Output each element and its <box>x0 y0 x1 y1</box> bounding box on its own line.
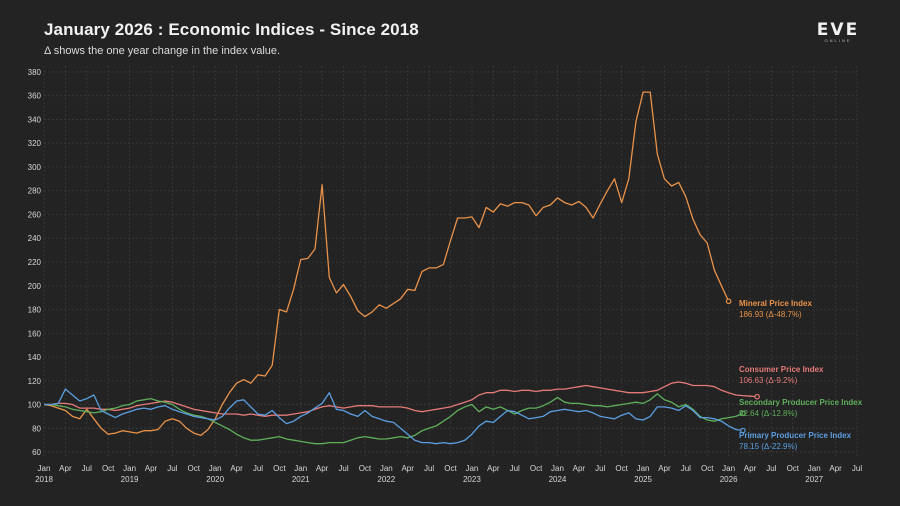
x-tick-label: Oct <box>787 464 800 473</box>
x-tick-label: Jul <box>424 464 434 473</box>
x-axis: Jan 2018 Apr Jul Oct Jan 2019 Apr Jul Oct Jan 2020 A… <box>35 464 862 484</box>
x-tick-label: Jul <box>595 464 605 473</box>
y-tick-label: 280 <box>28 187 42 196</box>
x-tick-year: 2019 <box>121 475 139 484</box>
x-tick-label: Oct <box>102 464 115 473</box>
x-tick-label: Jan <box>209 464 222 473</box>
series-line <box>44 393 744 445</box>
x-tick-label: Apr <box>573 464 586 473</box>
y-tick-label: 220 <box>28 258 42 267</box>
series-name-label: Secondary Producer Price Index <box>739 398 863 407</box>
x-tick-label: Oct <box>615 464 628 473</box>
x-tick-label: Jul <box>681 464 691 473</box>
x-tick-year: 2026 <box>720 475 738 484</box>
x-tick-year: 2024 <box>549 475 567 484</box>
x-tick-label: Jan <box>722 464 735 473</box>
x-tick-label: Oct <box>188 464 201 473</box>
x-tick-label: Jan <box>380 464 393 473</box>
series-lines <box>43 91 760 445</box>
x-tick-label: Jul <box>766 464 776 473</box>
x-tick-label: Apr <box>487 464 500 473</box>
x-tick-label: Apr <box>230 464 243 473</box>
y-tick-label: 100 <box>28 401 42 410</box>
series-labels: Mineral Price Index 186.93 (Δ-48.7%) Consu… <box>739 299 863 451</box>
series-name-label: Consumer Price Index <box>739 365 824 374</box>
x-tick-label: Jul <box>852 464 862 473</box>
y-axis: 60 80 100 120 140 160 180 200 220 240 260 280 300 320… <box>28 68 42 457</box>
x-tick-year: 2025 <box>634 475 652 484</box>
series-value-label: 106.63 (Δ-9.2%) <box>739 376 798 385</box>
x-tick-label: Apr <box>829 464 842 473</box>
x-tick-label: Oct <box>273 464 286 473</box>
x-tick-label: Jan <box>551 464 564 473</box>
y-tick-label: 140 <box>28 353 42 362</box>
y-tick-label: 60 <box>32 448 41 457</box>
series-line <box>44 388 743 445</box>
y-tick-label: 80 <box>32 424 41 433</box>
y-tick-label: 160 <box>28 329 42 338</box>
x-tick-label: Oct <box>359 464 372 473</box>
y-tick-label: 120 <box>28 377 42 386</box>
series-name-label: Primary Producer Price Index <box>739 431 852 440</box>
x-tick-label: Jan <box>808 464 821 473</box>
x-tick-label: Jul <box>82 464 92 473</box>
x-tick-label: Jan <box>637 464 650 473</box>
x-tick-year: 2020 <box>206 475 224 484</box>
series-end-marker <box>754 393 760 400</box>
series-value-label: 186.93 (Δ-48.7%) <box>739 310 802 319</box>
x-tick-label: Jan <box>38 464 51 473</box>
grid-lines <box>43 66 858 458</box>
y-tick-label: 300 <box>28 163 42 172</box>
logo-wordmark: EVE <box>816 20 860 40</box>
x-tick-label: Apr <box>316 464 329 473</box>
chart-subtitle: Δ shows the one year change in the index… <box>44 45 281 57</box>
x-tick-label: Jan <box>123 464 136 473</box>
y-tick-label: 200 <box>28 282 42 291</box>
x-tick-label: Jul <box>510 464 520 473</box>
x-tick-year: 2027 <box>805 475 823 484</box>
x-tick-label: Jan <box>294 464 307 473</box>
x-tick-year: 2022 <box>377 475 395 484</box>
y-tick-label: 240 <box>28 234 42 243</box>
x-tick-year: 2021 <box>292 475 310 484</box>
x-tick-label: Apr <box>744 464 757 473</box>
y-tick-label: 360 <box>28 92 42 101</box>
x-tick-label: Apr <box>401 464 414 473</box>
x-tick-label: Jul <box>253 464 263 473</box>
x-tick-label: Jul <box>167 464 177 473</box>
x-tick-label: Apr <box>145 464 158 473</box>
x-tick-label: Oct <box>530 464 543 473</box>
x-tick-label: Apr <box>658 464 671 473</box>
y-tick-label: 320 <box>28 139 42 148</box>
series-value-label: 92.64 (Δ-12.8%) <box>739 409 798 418</box>
x-tick-year: 2018 <box>35 475 53 484</box>
x-tick-label: Oct <box>701 464 714 473</box>
series-end-marker <box>740 410 746 417</box>
x-tick-label: Oct <box>444 464 457 473</box>
chart-title: January 2026 : Economic Indices - Since … <box>44 20 419 39</box>
series-end-marker <box>725 298 732 305</box>
y-tick-label: 380 <box>28 68 42 77</box>
x-tick-year: 2023 <box>463 475 481 484</box>
series-line <box>43 91 730 437</box>
y-tick-label: 260 <box>28 210 42 219</box>
series-name-label: Mineral Price Index <box>739 299 812 308</box>
series-value-label: 78.15 (Δ-22.9%) <box>739 442 798 451</box>
logo-subtext: ONLINE <box>824 38 852 43</box>
x-tick-label: Apr <box>59 464 72 473</box>
eve-online-logo: EVE ONLINE <box>812 20 864 44</box>
x-tick-label: Jul <box>338 464 348 473</box>
y-tick-label: 340 <box>28 115 42 124</box>
x-tick-label: Jan <box>465 464 478 473</box>
y-tick-label: 180 <box>28 306 42 315</box>
series-end-marker <box>740 427 746 434</box>
